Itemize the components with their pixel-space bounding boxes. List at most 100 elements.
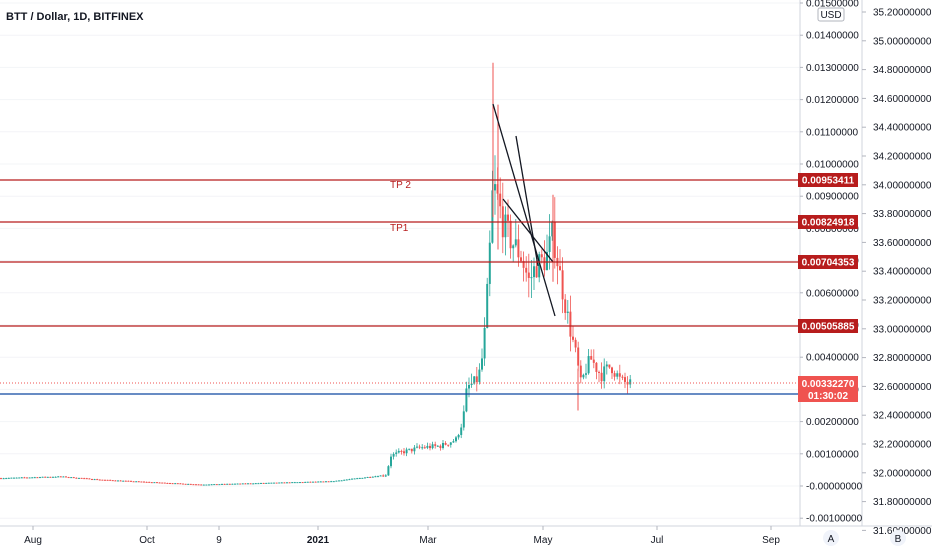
candle-body (20, 477, 23, 479)
candle-body (605, 364, 608, 367)
candle-body (616, 373, 619, 377)
candle-body (327, 481, 330, 483)
candle-body (483, 327, 486, 359)
candle-body (10, 477, 13, 479)
trend-line[interactable] (492, 103, 556, 317)
candle-body (325, 481, 327, 483)
candle-body (582, 374, 585, 378)
candle-body (96, 479, 99, 481)
candle-body (405, 449, 408, 454)
price-tick: 0.01400000 (806, 31, 859, 42)
candle-body (291, 482, 294, 484)
candle-body (210, 484, 213, 486)
candle-body (0, 478, 2, 480)
candle-body (332, 481, 335, 483)
candle-body (62, 476, 65, 478)
candle-body (280, 482, 283, 484)
candle-body (49, 476, 52, 478)
candle-body (442, 442, 444, 449)
candle-body (431, 444, 434, 449)
time-tick: 9 (216, 535, 222, 546)
candle-body (564, 299, 567, 313)
candle-body (353, 478, 356, 480)
candle-body (520, 257, 522, 262)
price-tick: 0.00800000 (806, 224, 859, 235)
candle-body (98, 479, 101, 481)
candle-body (338, 480, 340, 482)
candle-body (400, 450, 403, 452)
candle-body (369, 476, 372, 478)
candle-body (18, 477, 21, 479)
candle-body (475, 376, 478, 383)
candle-body (114, 480, 117, 482)
candle-body (611, 367, 613, 374)
candle-body (179, 483, 182, 485)
time-tick: Aug (24, 535, 42, 546)
secondary-scale-label: B (895, 534, 902, 545)
last-price-label: 0.00332270 (802, 379, 855, 390)
candle-body (533, 266, 535, 278)
candle-body (93, 479, 96, 481)
candle-body (621, 376, 624, 378)
candle-body (119, 480, 122, 482)
candle-body (509, 220, 512, 249)
candle-body (546, 251, 548, 271)
candle-body (460, 427, 463, 435)
candle-body (585, 373, 587, 375)
candle-body (366, 476, 369, 478)
candle-body (595, 362, 598, 372)
countdown-label: 01:30:02 (808, 391, 848, 402)
candle-body (15, 477, 18, 479)
secondary-tick: 35.20000000 (873, 8, 932, 19)
candle-body (223, 483, 226, 485)
candle-body (434, 444, 437, 446)
price-level-tag (798, 173, 858, 187)
candles (0, 62, 632, 486)
currency-badge[interactable]: USD (817, 7, 845, 22)
candle-body (462, 411, 465, 428)
candle-body (244, 483, 247, 485)
candle-body (436, 445, 439, 447)
candle-body (413, 447, 416, 452)
candle-body (382, 475, 385, 477)
candle-body (314, 481, 317, 483)
price-tick: 0.00200000 (806, 417, 859, 428)
auto-scale-button[interactable]: A (823, 530, 839, 546)
price-tick: -0.00000000 (806, 482, 863, 493)
candle-body (156, 482, 158, 484)
price-tick: 0.00100000 (806, 449, 859, 460)
candle-body (104, 479, 106, 481)
candle-body (603, 366, 606, 382)
candle-body (267, 482, 270, 484)
candle-body (249, 483, 252, 485)
candle-body (301, 482, 304, 484)
candle-body (618, 373, 621, 377)
candle-body (527, 272, 530, 278)
candle-body (429, 445, 431, 449)
candle-body (7, 477, 10, 479)
secondary-tick: 34.20000000 (873, 152, 932, 163)
auto-scale-label: A (828, 534, 835, 545)
trend-line[interactable] (502, 198, 554, 263)
candle-body (426, 445, 429, 448)
candle-body (421, 447, 424, 449)
candle-body (322, 481, 325, 483)
grid (0, 2, 800, 519)
candle-body (195, 484, 197, 486)
time-tick: Mar (419, 535, 437, 546)
candle-body (275, 482, 278, 484)
trend-line[interactable] (515, 135, 539, 267)
candle-body (39, 477, 41, 479)
candle-body (124, 480, 127, 482)
candle-body (67, 477, 70, 479)
candle-body (468, 384, 470, 389)
candle-body (569, 311, 572, 337)
candle-body (540, 254, 543, 258)
candle-body (286, 482, 288, 484)
candle-body (371, 476, 374, 478)
secondary-scale-button[interactable]: B (890, 530, 906, 546)
candle-body (548, 236, 551, 252)
secondary-tick: 32.60000000 (873, 382, 932, 393)
candle-body (46, 476, 49, 478)
